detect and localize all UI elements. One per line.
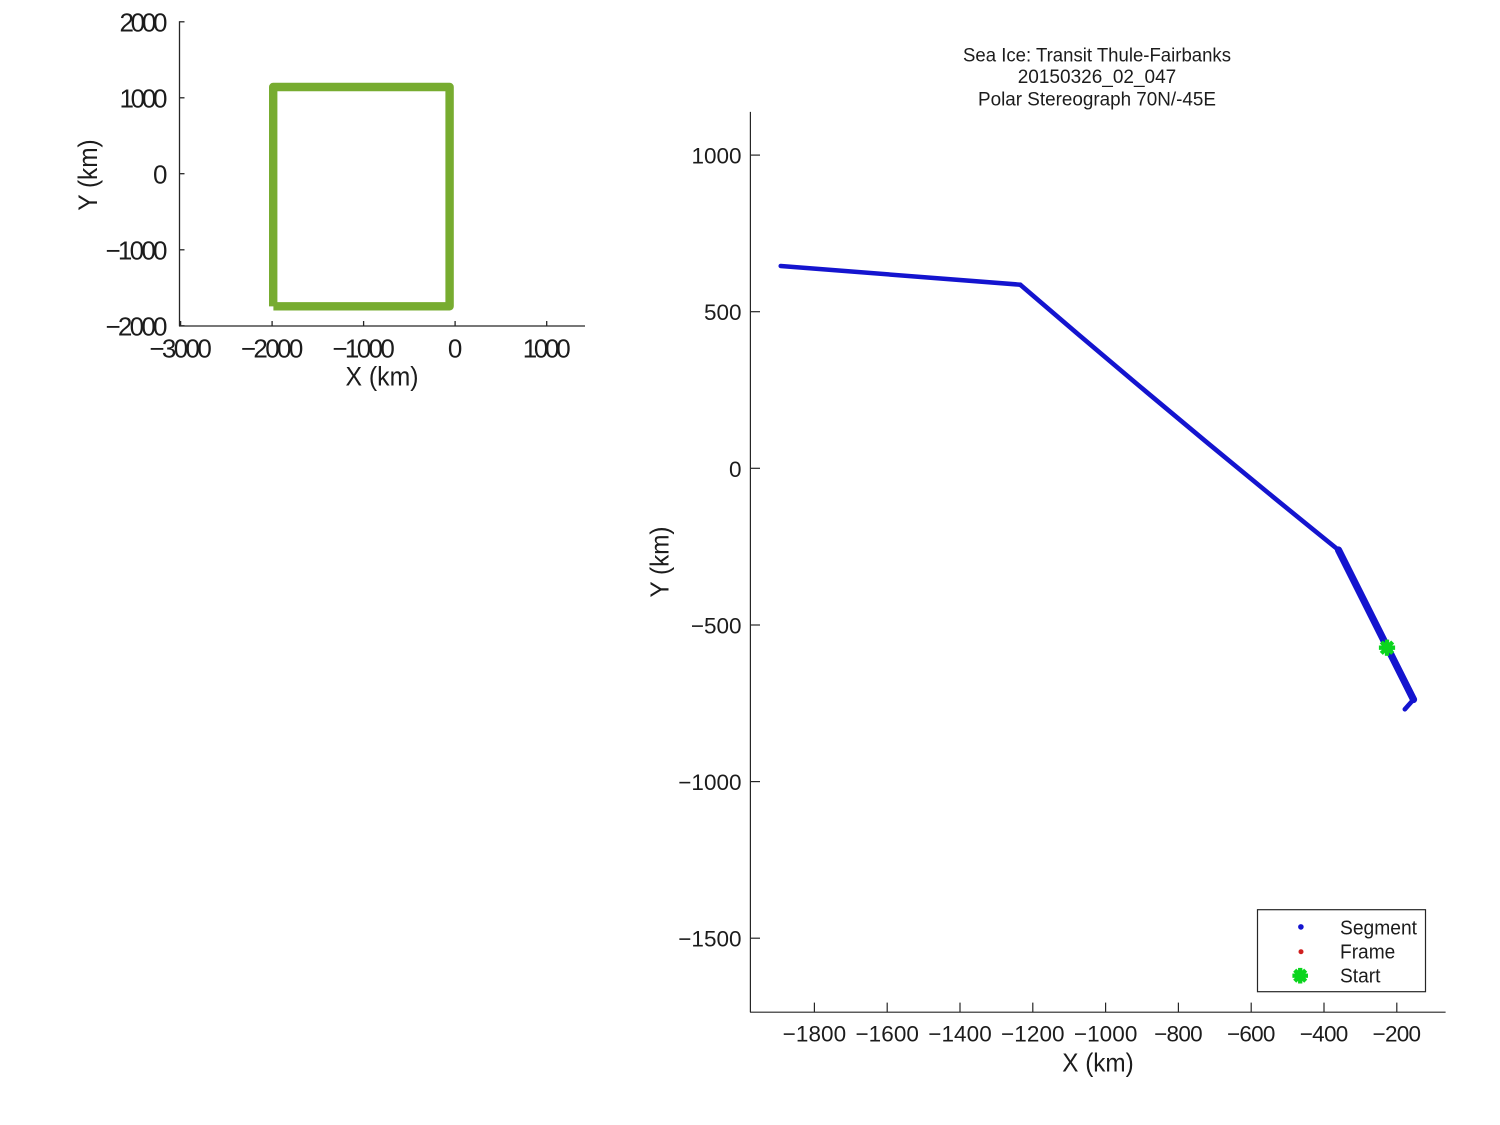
svg-text:1000: 1000 <box>523 334 571 364</box>
svg-text:−1400: −1400 <box>928 1022 992 1047</box>
svg-text:−800: −800 <box>1154 1022 1203 1047</box>
svg-text:500: 500 <box>704 300 742 325</box>
svg-text:−1000: −1000 <box>678 770 741 795</box>
svg-text:2000: 2000 <box>120 8 168 38</box>
svg-text:Start: Start <box>1340 966 1381 988</box>
svg-text:−200: −200 <box>1373 1022 1422 1047</box>
svg-text:−1800: −1800 <box>783 1022 847 1047</box>
svg-text:−500: −500 <box>691 614 742 639</box>
svg-text:−2000: −2000 <box>106 312 168 342</box>
svg-text:1000: 1000 <box>691 144 741 169</box>
svg-text:0: 0 <box>448 334 462 364</box>
svg-text:X (km): X (km) <box>346 362 419 392</box>
svg-text:−1000: −1000 <box>106 236 168 266</box>
svg-text:−1600: −1600 <box>855 1022 919 1047</box>
svg-text:−1500: −1500 <box>678 927 741 952</box>
svg-text:Polar Stereograph 70N/-45E: Polar Stereograph 70N/-45E <box>978 89 1216 110</box>
svg-text:Segment: Segment <box>1340 917 1417 939</box>
svg-text:Y (km): Y (km) <box>645 527 675 598</box>
svg-text:Frame: Frame <box>1340 942 1395 964</box>
svg-text:−600: −600 <box>1227 1022 1276 1047</box>
svg-text:−400: −400 <box>1300 1022 1349 1047</box>
svg-text:−1000: −1000 <box>1074 1022 1138 1047</box>
svg-text:20150326_02_047: 20150326_02_047 <box>1018 67 1177 88</box>
svg-text:−1200: −1200 <box>1001 1022 1065 1047</box>
svg-text:−2000: −2000 <box>241 334 304 364</box>
svg-text:0: 0 <box>153 160 167 190</box>
svg-text:Sea Ice: Transit Thule-Fairban: Sea Ice: Transit Thule-Fairbanks <box>963 45 1231 66</box>
svg-text:Y (km): Y (km) <box>73 139 103 210</box>
svg-text:−3000: −3000 <box>149 334 212 364</box>
svg-text:X (km): X (km) <box>1062 1048 1134 1078</box>
svg-text:1000: 1000 <box>120 84 168 114</box>
svg-text:−1000: −1000 <box>332 334 395 364</box>
svg-text:0: 0 <box>729 457 742 482</box>
